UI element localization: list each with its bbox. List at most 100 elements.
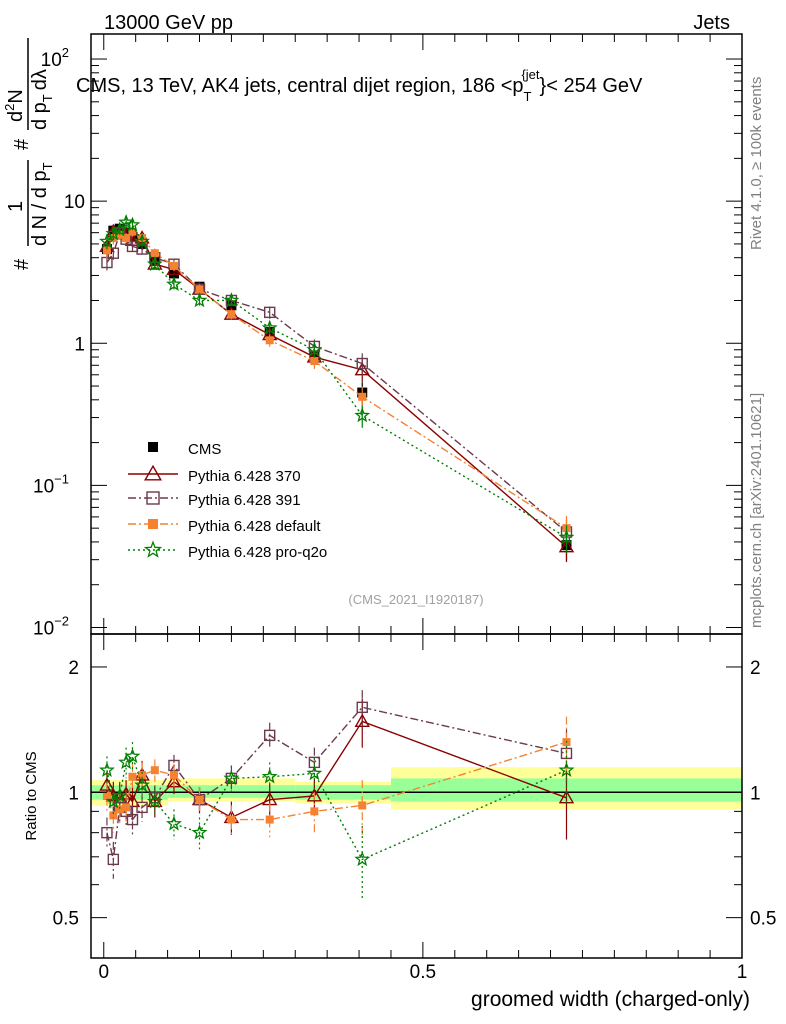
legend-label-pythia-pro-q2o: Pythia 6.428 pro-q2o xyxy=(188,544,327,561)
main-point xyxy=(358,392,367,401)
ratio-point xyxy=(146,793,163,809)
ratio-ytick-label-right-0: 0.5 xyxy=(750,909,776,930)
main-point xyxy=(195,285,204,294)
legend-marker-pythia-pro-q2o xyxy=(128,540,178,558)
main-ytick-label-4: 102 xyxy=(41,45,69,71)
legend-label-pythia-391: Pythia 6.428 391 xyxy=(188,492,301,509)
main-title: CMS, 13 TeV, AK4 jets, central dijet reg… xyxy=(76,67,643,104)
legend-entry-pythia-391: Pythia 6.428 391 xyxy=(128,491,301,509)
legend-symbol xyxy=(143,540,163,558)
main-point xyxy=(118,213,135,230)
main-point xyxy=(558,529,575,545)
ratio-point xyxy=(223,770,240,786)
ratio-point xyxy=(227,815,236,824)
ylabel-denominator-1: d N / d pT xyxy=(29,162,55,246)
header-energy-label: 13000 GeV pp xyxy=(104,12,233,34)
legend-symbol xyxy=(148,519,158,529)
legend-symbol xyxy=(143,464,163,481)
main-point xyxy=(264,306,276,319)
xtick-label-1: 0.5 xyxy=(410,962,436,983)
ratio-line-2 xyxy=(106,741,567,821)
ratio-frame xyxy=(90,633,743,959)
main-point xyxy=(223,292,240,308)
main-point xyxy=(99,233,115,249)
main-point xyxy=(111,221,128,237)
main-point xyxy=(105,225,122,241)
legend-marker-pythia-370 xyxy=(128,464,178,481)
main-point xyxy=(265,336,274,345)
xtick-label-0: 0 xyxy=(98,962,109,983)
legend-label-pythia-370: Pythia 6.428 370 xyxy=(188,468,301,485)
main-point xyxy=(128,227,137,236)
main-point xyxy=(122,234,131,243)
ratio-ytick-label-right-1: 1 xyxy=(750,783,761,804)
legend: CMS Pythia 6.428 370 Pythia 6.428 391 Py… xyxy=(128,441,327,561)
main-ytick-label-1: 10−1 xyxy=(33,471,69,497)
axes-layer: 10−2 10−1 1 10 102 0.5 0.5 1 1 2 2 0 0.5 1 xyxy=(33,33,776,983)
ratio-point xyxy=(115,805,124,814)
xtick-label-2: 1 xyxy=(737,962,748,983)
legend-entry-pythia-default: Pythia 6.428 default xyxy=(128,518,321,535)
mcplots-source-label: mcplots.cern.ch [arXiv:2401.10621] xyxy=(748,393,765,628)
main-y-axis-label: # 1 d N / d pT # d2N d pTdλ xyxy=(2,38,55,270)
ratio-point xyxy=(191,824,208,840)
ratio-point xyxy=(195,795,204,804)
ratio-point xyxy=(138,771,147,780)
ratio-point xyxy=(124,748,141,764)
ylabel-numerator-2: d2N xyxy=(2,89,27,122)
ratio-point xyxy=(306,788,323,802)
ratio-point xyxy=(150,766,159,775)
legend-marker-pythia-391 xyxy=(128,491,178,505)
main-point xyxy=(310,357,319,366)
main-point xyxy=(306,341,323,357)
ratio-point xyxy=(107,853,120,866)
main-point xyxy=(146,255,163,271)
ratio-point xyxy=(102,791,111,800)
rivet-version-label: Rivet 4.1.0, ≥ 100k events xyxy=(748,77,765,250)
ratio-point xyxy=(134,776,150,792)
ratio-point xyxy=(166,815,182,831)
ratio-y-axis-label: Ratio to CMS xyxy=(23,751,40,840)
ylabel-numerator-1: 1 xyxy=(5,201,27,212)
ratio-ytick-label-left-0: 0.5 xyxy=(53,909,79,930)
ratio-point xyxy=(136,801,148,814)
ratio-point xyxy=(109,811,118,820)
ratio-line-3 xyxy=(106,755,567,861)
legend-label-cms: CMS xyxy=(188,441,221,458)
main-point xyxy=(102,246,111,255)
main-point xyxy=(356,357,368,370)
ylabel-denominator-2: d pTdλ xyxy=(29,69,55,130)
ratio-point xyxy=(310,807,319,816)
main-ytick-label-0: 10−2 xyxy=(33,613,69,639)
ratio-point xyxy=(99,777,115,791)
main-point xyxy=(261,319,278,335)
ratio-point xyxy=(356,701,368,714)
ratio-point xyxy=(306,765,323,781)
ratio-point xyxy=(261,768,278,784)
ratio-ytick-label-right-2: 2 xyxy=(750,658,761,679)
ratio-point xyxy=(101,826,113,839)
legend-entry-cms: CMS xyxy=(148,441,221,458)
ylabel-hash-2: # xyxy=(11,138,33,150)
ratio-point xyxy=(264,729,276,742)
ratio-point xyxy=(265,815,274,824)
header-jets-label: Jets xyxy=(693,12,730,34)
analysis-watermark: (CMS_2021_I1920187) xyxy=(348,592,483,607)
ratio-point xyxy=(99,761,115,777)
main-series-4 xyxy=(99,213,575,553)
ratio-point xyxy=(358,801,367,810)
main-data-layer xyxy=(99,213,575,563)
main-point xyxy=(354,407,371,423)
ratio-panel xyxy=(91,690,742,901)
ratio-point xyxy=(560,747,573,760)
ratio-ytick-label-left-2: 2 xyxy=(68,658,79,679)
main-point xyxy=(191,292,208,308)
main-ytick-label-2: 1 xyxy=(74,334,85,355)
ratio-point xyxy=(558,761,575,777)
main-point xyxy=(227,310,236,319)
legend-marker-pythia-default xyxy=(128,519,178,529)
legend-symbol xyxy=(148,442,158,452)
legend-entry-pythia-pro-q2o: Pythia 6.428 pro-q2o xyxy=(128,540,327,561)
ratio-series-3 xyxy=(99,740,575,901)
